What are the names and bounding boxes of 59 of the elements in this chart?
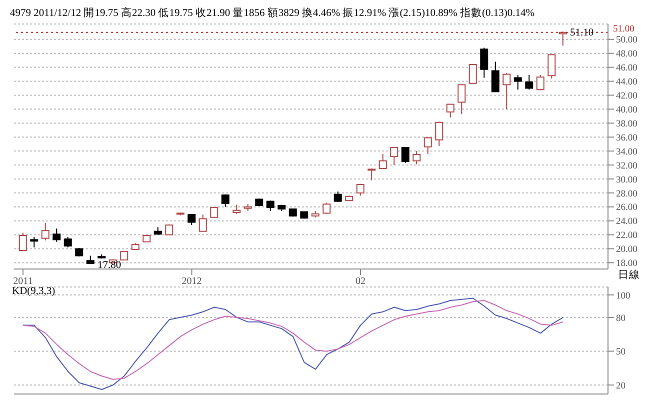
text: 日線 — [618, 268, 640, 282]
candlestick — [446, 104, 454, 118]
y-tick-label: 20 — [616, 381, 626, 392]
y-tick-label: 46.00 — [616, 64, 638, 74]
candlestick — [18, 232, 27, 252]
candlestick — [322, 202, 331, 214]
ref-line-label: 51.00 — [613, 24, 635, 35]
y-tick-label: 36.00 — [616, 133, 638, 144]
y-tick-label: 38.00 — [616, 119, 638, 130]
y-tick-label: 34.00 — [616, 147, 638, 158]
candlestick — [41, 222, 50, 241]
candlestick — [401, 147, 410, 164]
candlestick — [468, 64, 477, 84]
candlestick — [435, 121, 444, 147]
y-tick-label: 22.00 — [616, 231, 638, 242]
chart-title: KD(9,3,3) — [12, 286, 56, 297]
candlestick — [548, 54, 556, 79]
y-tick-label: 44.00 — [616, 78, 638, 88]
candlestick — [480, 47, 488, 78]
candlestick — [525, 74, 534, 90]
y-tick-label: 48.00 — [616, 50, 638, 60]
y-tick-label: 32.00 — [616, 161, 638, 172]
chart-subtitle: 4979 2011/12/12 開19.75 高22.30 低19.75 收21.90 量1856 額3829 換4.46% 振12.91% 漲(2.15)10.89% 指數(0.13)0.14% — [10, 6, 535, 20]
candlestick — [514, 74, 522, 90]
annotation: 51.10 — [570, 27, 594, 38]
candlestick — [424, 137, 432, 154]
y-tick-label: 42.00 — [616, 92, 638, 102]
y-tick-label: 20.00 — [616, 245, 638, 256]
candlestick — [30, 236, 38, 248]
y-tick-label: 80 — [616, 314, 626, 324]
y-tick-label: 40.00 — [616, 106, 638, 116]
candlestick — [458, 84, 466, 115]
candlestick — [232, 204, 241, 214]
candlestick — [334, 191, 342, 202]
y-tick-label: 50.00 — [616, 36, 638, 46]
y-tick-label: 30.00 — [616, 175, 638, 186]
candlestick — [198, 214, 207, 232]
candlestick — [390, 147, 398, 166]
y-tick-label: 50 — [616, 348, 626, 358]
candlestick — [491, 61, 500, 92]
candlestick — [221, 194, 230, 208]
candlestick — [64, 236, 72, 248]
candlestick — [52, 228, 61, 242]
candlestick — [558, 31, 567, 46]
y-tick-label: 18.00 — [616, 259, 638, 270]
x-tick-label: 2011 — [13, 276, 33, 288]
y-tick-label: 24.00 — [616, 217, 638, 228]
annotation: 17.80 — [98, 260, 122, 271]
y-tick-label: 100 — [616, 291, 630, 302]
candlestick — [266, 200, 274, 212]
x-tick-label: 2012 — [182, 276, 202, 288]
candlestick — [536, 74, 544, 91]
y-tick-label: 26.00 — [616, 203, 638, 214]
candlestick — [412, 150, 421, 165]
candlestick — [378, 153, 387, 169]
candlestick — [188, 214, 196, 226]
x-tick-label: 02 — [356, 276, 366, 288]
y-tick-label: 28.00 — [616, 189, 638, 200]
candlestick — [502, 72, 511, 110]
